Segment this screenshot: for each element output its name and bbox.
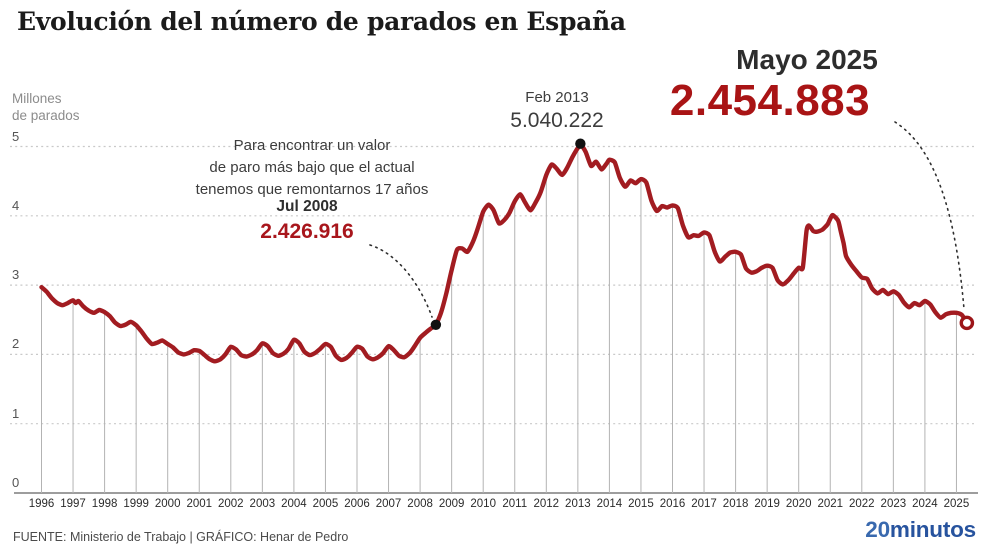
y-tick-label: 4: [12, 197, 20, 213]
chart-title: Evolución del número de parados en Españ…: [17, 7, 626, 36]
x-year-label: 2007: [375, 498, 402, 510]
jul2008-annotation: Jul 2008 2.426.916: [227, 198, 387, 244]
publisher-logo-part1: 20: [865, 517, 890, 542]
y-tick-label: 5: [12, 128, 20, 144]
jul2008-leader-line: [369, 244, 433, 318]
x-year-label: 2011: [502, 498, 528, 510]
y-tick-label: 1: [12, 405, 20, 421]
x-year-label: 2021: [817, 498, 844, 510]
x-year-label: 2003: [249, 498, 276, 510]
context-note-line2: de paro más bajo que el actual: [209, 159, 415, 176]
x-year-label: 2006: [344, 498, 370, 510]
x-year-label: 1997: [60, 498, 86, 510]
marker-feb2013: [575, 138, 586, 149]
marker-mayo2025: [959, 315, 975, 331]
x-year-label: 1996: [28, 498, 55, 510]
x-year-label: 2025: [943, 498, 970, 510]
x-year-label: 2024: [912, 498, 938, 510]
peak-annotation-value: 5.040.222: [510, 109, 604, 132]
context-note: Para encontrar un valor de paro más bajo…: [151, 135, 473, 201]
x-year-label: 1999: [123, 498, 149, 510]
x-year-label: 2022: [849, 498, 875, 510]
x-year-label: 2010: [470, 498, 496, 510]
x-year-label: 2023: [880, 498, 907, 510]
context-note-line3: tenemos que remontarnos 17 años: [195, 181, 429, 198]
x-year-label: 2000: [154, 498, 181, 510]
x-year-label: 2005: [312, 498, 339, 510]
x-year-label: 2017: [691, 498, 717, 510]
x-year-label: 2002: [218, 498, 244, 510]
x-year-label: 2008: [407, 498, 433, 510]
x-year-label: 2020: [785, 498, 812, 510]
x-year-label: 2009: [438, 498, 465, 510]
x-year-label: 2015: [628, 498, 654, 510]
x-year-label: 2012: [533, 498, 560, 510]
x-year-label: 2004: [281, 498, 307, 510]
x-year-label: 2018: [722, 498, 749, 510]
marker-jul2008: [430, 319, 442, 331]
peak-annotation-date: Feb 2013: [525, 89, 589, 106]
x-year-label: 1998: [91, 498, 118, 510]
y-axis-unit-label: Millones de parados: [12, 90, 80, 124]
y-tick-label: 3: [12, 267, 20, 283]
x-year-label: 2019: [754, 498, 780, 510]
y-axis-unit-line2: de parados: [12, 108, 80, 123]
source-credit: FUENTE: Ministerio de Trabajo | GRÁFICO:…: [13, 530, 349, 544]
unemployment-series-line: [39, 141, 970, 364]
peak-annotation: Feb 2013 5.040.222: [477, 89, 637, 133]
x-year-label: 2001: [186, 498, 213, 510]
latest-period-label: Mayo 2025: [736, 44, 878, 75]
x-year-label: 2013: [565, 498, 591, 510]
context-note-line1: Para encontrar un valor: [233, 137, 391, 154]
latest-value: 2.454.883: [669, 76, 871, 125]
y-tick-label: 0: [12, 475, 20, 490]
y-tick-label: 2: [12, 336, 20, 352]
publisher-logo: 20minutos: [865, 517, 976, 543]
x-year-label: 2014: [596, 498, 623, 510]
jul2008-annotation-value: 2.426.916: [260, 220, 354, 243]
jul2008-annotation-date: Jul 2008: [276, 198, 338, 215]
latest-leader-line: [894, 121, 965, 310]
y-axis-unit-line1: Millones: [12, 91, 62, 106]
x-year-label: 2016: [659, 498, 686, 510]
publisher-logo-part2: minutos: [889, 517, 976, 542]
